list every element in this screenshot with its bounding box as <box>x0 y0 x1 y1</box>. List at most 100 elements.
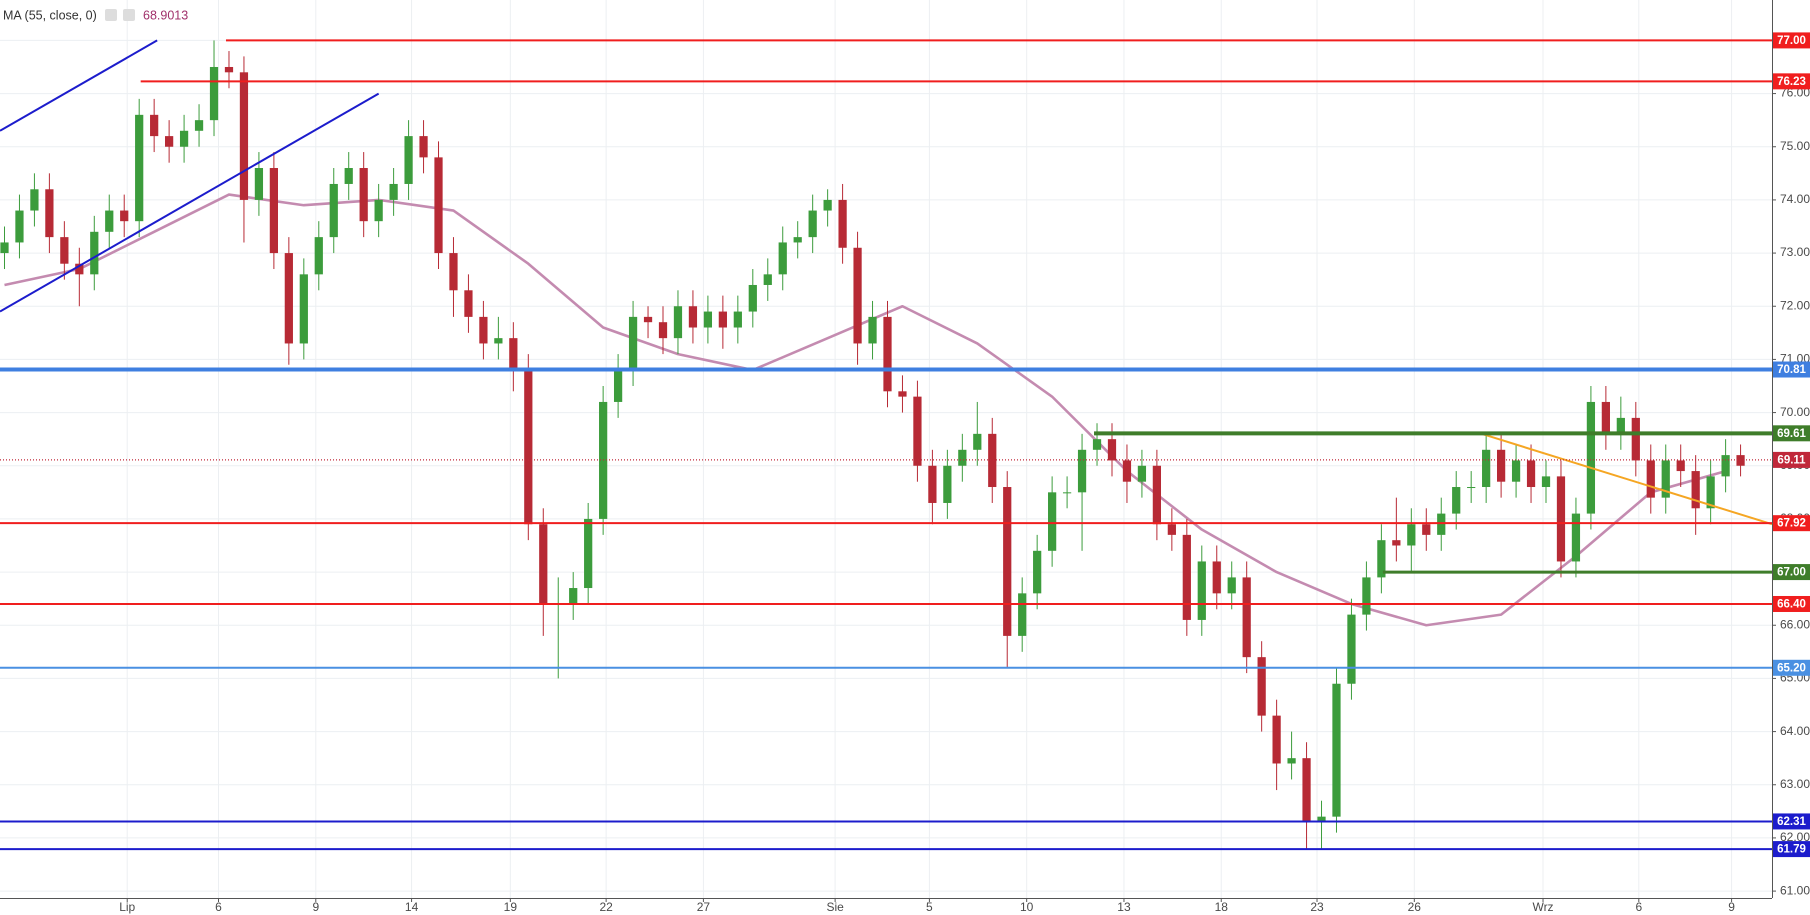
candle-body <box>344 168 353 184</box>
candle-body <box>1287 758 1296 764</box>
level-label: 67.92 <box>1777 518 1806 530</box>
candle-body <box>988 433 997 488</box>
candle-body <box>539 524 548 604</box>
x-tick-label: 9 <box>1728 900 1735 914</box>
candle-body <box>1511 460 1521 482</box>
level-label: 67.00 <box>1777 567 1806 579</box>
level-label-box <box>1773 32 1810 49</box>
candle-body <box>838 199 847 248</box>
candle-body <box>419 136 428 158</box>
candle-body <box>1496 449 1506 482</box>
level-label: 77.00 <box>1777 35 1806 47</box>
candle-body <box>793 237 802 243</box>
x-tick-label: Wrz <box>1532 900 1553 914</box>
y-tick-label: 66.00 <box>1780 617 1810 631</box>
candle-body <box>898 391 907 397</box>
x-tick-label: 5 <box>926 900 933 914</box>
y-tick-label: 70.00 <box>1780 405 1810 419</box>
candle-body <box>584 518 593 589</box>
candle-body <box>45 189 54 238</box>
candle-body <box>1122 460 1132 482</box>
candle-body <box>1062 492 1072 494</box>
candle-body <box>823 199 832 211</box>
level-label: 61.79 <box>1777 844 1806 856</box>
candle-body <box>494 338 503 344</box>
candle-body <box>1257 657 1266 716</box>
candle-body <box>135 114 144 222</box>
candle-body <box>1706 476 1715 509</box>
candle-body <box>15 210 24 243</box>
candle-body <box>808 210 817 238</box>
candle-body <box>688 306 698 328</box>
y-tick-label: 63.00 <box>1780 777 1810 791</box>
level-label-box <box>1773 515 1810 532</box>
level-label: 76.23 <box>1777 76 1806 88</box>
level-label: 70.81 <box>1777 364 1806 376</box>
candle-body <box>314 237 323 275</box>
candle-body <box>913 396 922 466</box>
candle-body <box>1077 449 1087 493</box>
level-label-box <box>1773 73 1810 90</box>
x-tick-label: 6 <box>215 900 222 914</box>
x-tick-label: Sie <box>826 900 844 914</box>
candle-body <box>1392 540 1401 546</box>
candle-body <box>1616 417 1625 434</box>
candle-body <box>613 370 623 402</box>
candle-body <box>673 306 683 339</box>
candle-body <box>1437 513 1446 535</box>
level-label-box <box>1773 841 1810 858</box>
candle-body <box>120 210 129 222</box>
candle-body <box>30 189 39 211</box>
y-tick-label: 72.00 <box>1780 298 1810 312</box>
candle-body <box>179 130 189 147</box>
candle-body <box>90 231 99 275</box>
candle-body <box>748 284 757 312</box>
candle-body <box>1556 476 1566 562</box>
candle-body <box>1482 449 1491 488</box>
candle-body <box>284 253 293 344</box>
candle-body <box>479 316 488 344</box>
indicator-value: 68.9013 <box>143 8 188 22</box>
x-tick-label: 14 <box>405 900 419 914</box>
level-label-box <box>1773 361 1810 378</box>
level-label: 69.11 <box>1777 454 1806 466</box>
x-tick-label: 19 <box>504 900 518 914</box>
candle-body <box>1197 561 1206 620</box>
candle-body <box>224 66 234 73</box>
candle-body <box>1467 487 1476 489</box>
candle-body <box>1003 487 1012 636</box>
candle-body <box>1691 471 1700 509</box>
plot-area <box>0 39 1773 851</box>
candle-body <box>105 210 114 232</box>
candle-body <box>1242 577 1251 658</box>
level-label: 62.31 <box>1777 816 1806 828</box>
x-tick-label: 26 <box>1408 900 1422 914</box>
candle-body <box>1152 465 1162 525</box>
y-tick-label: 61.00 <box>1780 883 1810 897</box>
candle-body <box>60 237 69 264</box>
candle-body <box>434 157 443 254</box>
x-tick-label: 10 <box>1020 900 1034 914</box>
candle-body <box>194 120 204 131</box>
level-label-box <box>1773 451 1810 468</box>
candle-body <box>658 322 668 339</box>
candle-body <box>1137 465 1147 482</box>
candle-body <box>1302 758 1311 822</box>
candle-body <box>1377 540 1386 578</box>
candle-body <box>1347 614 1356 684</box>
x-tick-label: 9 <box>312 900 319 914</box>
close-icon[interactable] <box>123 9 135 21</box>
legend: MA (55, close, 0) 68.9013 <box>3 8 188 22</box>
trend-line <box>0 39 158 132</box>
candle-body <box>1332 683 1341 817</box>
x-tick-label: 22 <box>599 900 613 914</box>
candle-body <box>1107 439 1117 461</box>
settings-icon[interactable] <box>105 9 117 21</box>
candle-body <box>1541 476 1551 488</box>
y-tick-label: 62.00 <box>1780 830 1810 844</box>
indicator-name: MA (55, close, 0) <box>3 8 97 22</box>
candle-body <box>1571 513 1581 562</box>
candle-body <box>389 183 398 200</box>
